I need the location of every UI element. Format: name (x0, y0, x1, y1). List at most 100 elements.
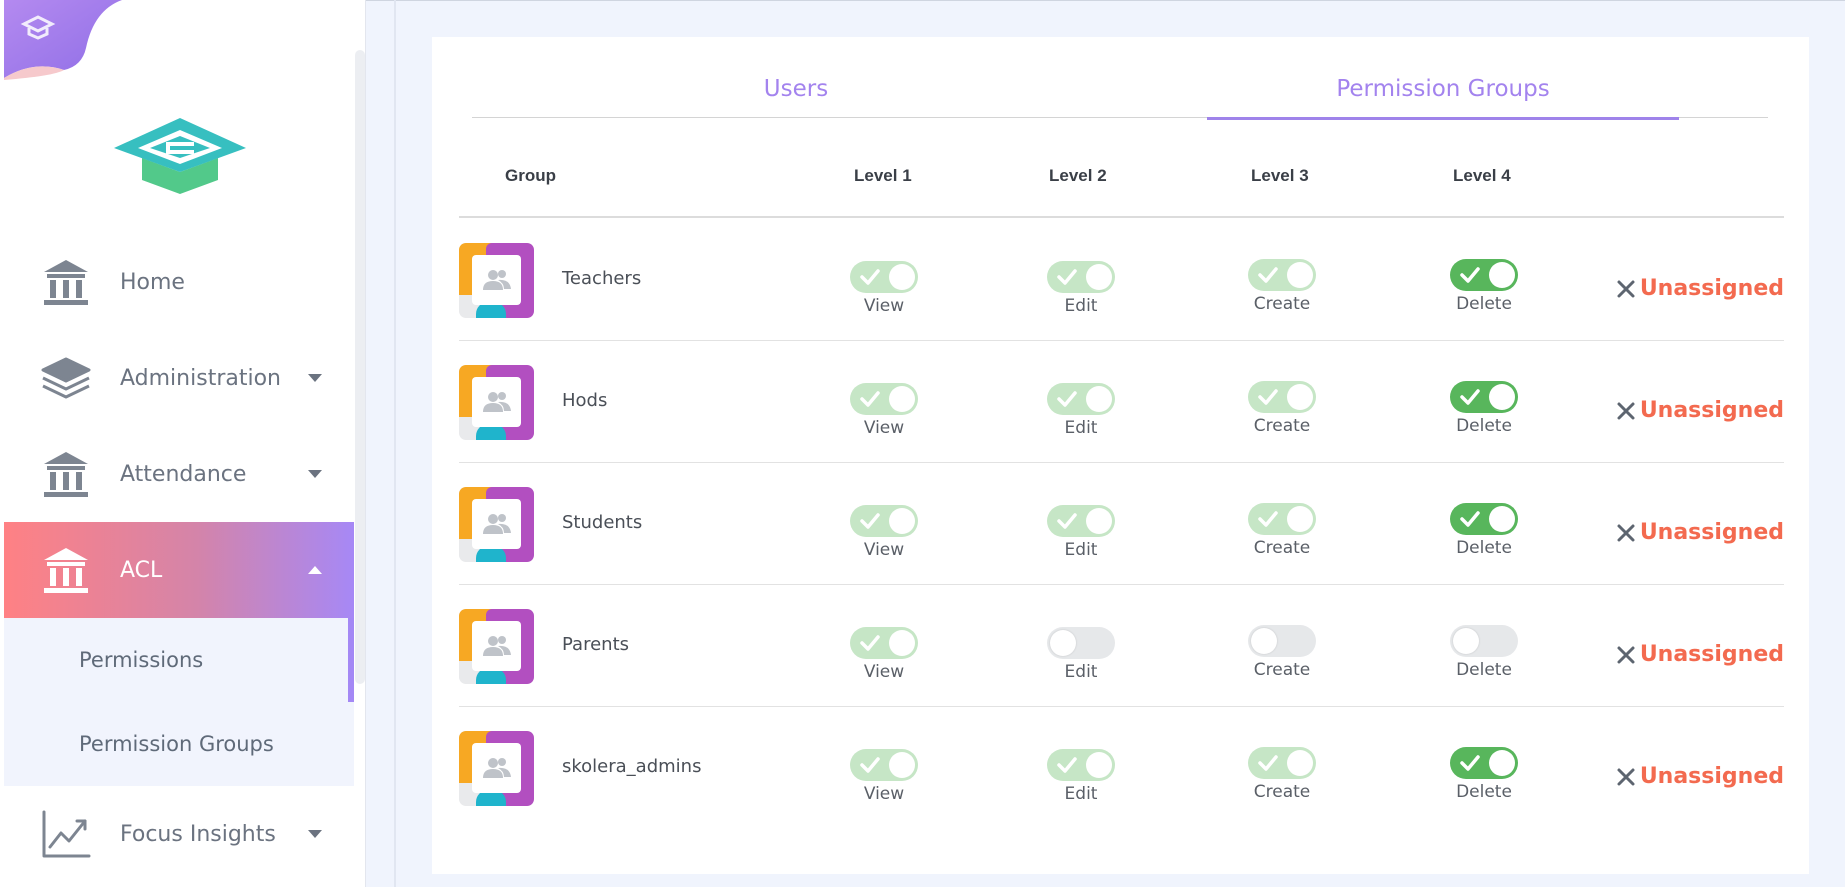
tab-bar: Users Permission Groups (472, 60, 1768, 120)
level-toggle-switch[interactable] (1047, 505, 1115, 537)
chevron-down-icon (308, 830, 322, 838)
sidebar-item-attendance[interactable]: Attendance (4, 426, 354, 522)
sidebar-item-focus-insights[interactable]: Focus Insights (4, 786, 354, 882)
toggle-label: Edit (1064, 296, 1098, 316)
toggle-knob (1489, 506, 1515, 532)
column-header-level-2: Level 2 (1049, 166, 1107, 185)
permission-toggle-group: Create (1247, 625, 1317, 680)
table-row: Parents View Edit Create Delete Unassigned (459, 585, 1784, 707)
permission-toggle-group: Create (1247, 503, 1317, 558)
sidebar-item-label: Focus Insights (120, 821, 276, 847)
level-toggle-switch[interactable] (1248, 259, 1316, 291)
level-toggle-switch[interactable] (1047, 749, 1115, 781)
sidebar-item-home[interactable]: Home (4, 234, 354, 330)
users-icon (482, 270, 511, 290)
users-icon (482, 636, 511, 656)
toggle-label: Edit (1064, 540, 1098, 560)
level-toggle-switch[interactable] (850, 505, 918, 537)
tab-label: Permission Groups (1336, 76, 1550, 102)
close-icon (1617, 768, 1635, 785)
unassigned-button[interactable]: Unassigned (1615, 276, 1784, 301)
level-toggle-switch[interactable] (1450, 381, 1518, 413)
permission-toggle-group: Delete (1449, 381, 1519, 436)
close-icon (1617, 280, 1635, 297)
unassigned-button[interactable]: Unassigned (1615, 764, 1784, 789)
toggle-label: View (863, 662, 905, 682)
check-icon (1258, 511, 1278, 527)
level-toggle-switch[interactable] (850, 749, 918, 781)
permission-toggle-group: Delete (1449, 503, 1519, 558)
level-toggle-switch[interactable] (850, 261, 918, 293)
tab-permission-groups[interactable]: Permission Groups (1207, 60, 1679, 120)
group-name: Teachers (562, 268, 642, 289)
unassigned-label: Unassigned (1639, 520, 1784, 545)
sidebar-scrollbar[interactable] (355, 50, 365, 684)
level-toggle-switch[interactable] (1248, 503, 1316, 535)
level-toggle-switch[interactable] (1450, 747, 1518, 779)
toggle-knob (1086, 386, 1112, 412)
unassigned-button[interactable]: Unassigned (1615, 642, 1784, 667)
check-icon (1460, 755, 1480, 771)
chevron-down-icon (308, 374, 322, 382)
sidebar-item-label: Home (120, 269, 185, 295)
check-icon (1460, 267, 1480, 283)
level-toggle-switch[interactable] (1248, 747, 1316, 779)
permission-toggle-group: Delete (1449, 625, 1519, 680)
level-toggle-switch[interactable] (850, 627, 918, 659)
submenu-item-permission-groups[interactable]: Permission Groups (4, 702, 354, 786)
toggle-label: Create (1253, 782, 1311, 802)
toggle-knob (1489, 262, 1515, 288)
tab-users[interactable]: Users (472, 60, 1120, 118)
level-toggle-switch[interactable] (1450, 625, 1518, 657)
chart-line-icon (38, 806, 94, 862)
group-avatar (459, 365, 534, 440)
permission-toggle-group: Edit (1046, 627, 1116, 682)
toggle-knob (1251, 628, 1277, 654)
column-header-level-1: Level 1 (854, 166, 912, 185)
group-name: Students (562, 512, 643, 533)
permission-toggle-group: Create (1247, 259, 1317, 314)
level-toggle-switch[interactable] (1248, 381, 1316, 413)
permission-toggle-group: Edit (1046, 261, 1116, 316)
level-toggle-switch[interactable] (1450, 259, 1518, 291)
toggle-label: Delete (1456, 782, 1512, 802)
permission-toggle-group: View (849, 627, 919, 682)
sidebar-item-administration[interactable]: Administration (4, 330, 354, 426)
permission-toggle-group: View (849, 261, 919, 316)
unassigned-button[interactable]: Unassigned (1615, 520, 1784, 545)
toggle-label: Edit (1064, 662, 1098, 682)
group-avatar (459, 487, 534, 562)
sidebar-item-acl[interactable]: ACL (4, 522, 354, 618)
group-name: Parents (562, 634, 629, 655)
check-icon (860, 513, 880, 529)
level-toggle-switch[interactable] (1047, 261, 1115, 293)
level-toggle-switch[interactable] (1047, 383, 1115, 415)
sidebar-item-label: ACL (120, 557, 163, 583)
tab-label: Users (763, 76, 829, 102)
table-header: Group Level 1 Level 2 Level 3 Level 4 (459, 150, 1784, 218)
check-icon (1057, 513, 1077, 529)
permission-toggle-group: Create (1247, 381, 1317, 436)
table-row: Hods View Edit Create Delete Unassigned (459, 341, 1784, 463)
close-icon (1617, 646, 1635, 663)
toggle-label: Create (1253, 538, 1311, 558)
unassigned-button[interactable]: Unassigned (1615, 398, 1784, 423)
unassigned-label: Unassigned (1639, 764, 1784, 789)
submenu-item-permissions[interactable]: Permissions (4, 618, 354, 702)
submenu-item-label: Permission Groups (79, 732, 274, 756)
level-toggle-switch[interactable] (1047, 627, 1115, 659)
users-icon (482, 514, 511, 534)
level-toggle-switch[interactable] (1248, 625, 1316, 657)
toggle-knob (889, 386, 915, 412)
corner-badge (4, 0, 122, 80)
level-toggle-switch[interactable] (1450, 503, 1518, 535)
permission-toggle-group: Edit (1046, 505, 1116, 560)
sidebar-item-label: Attendance (120, 461, 247, 487)
check-icon (1258, 267, 1278, 283)
check-icon (1057, 757, 1077, 773)
check-icon (1258, 755, 1278, 771)
check-icon (1460, 511, 1480, 527)
level-toggle-switch[interactable] (850, 383, 918, 415)
layers-icon (38, 350, 94, 406)
check-icon (860, 269, 880, 285)
